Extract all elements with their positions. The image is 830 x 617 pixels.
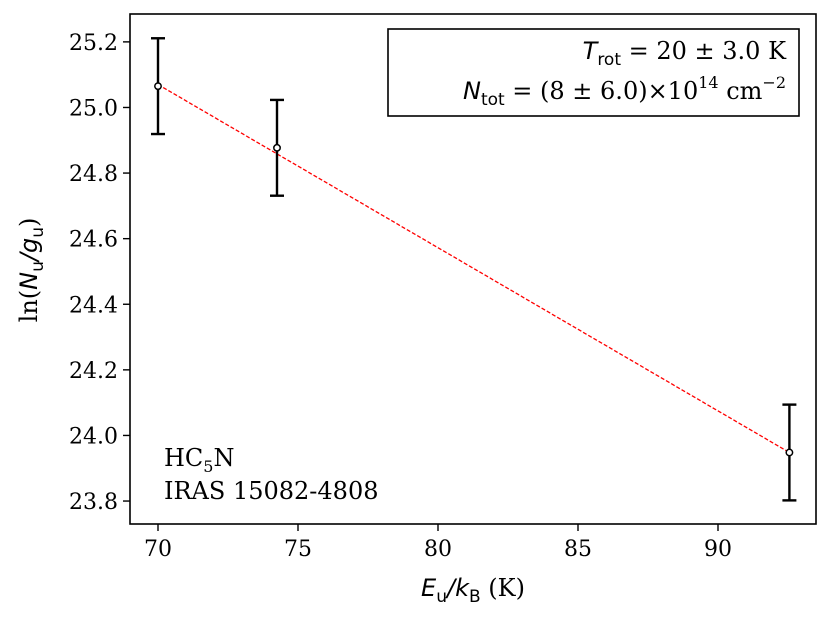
y-tick-label: 24.0	[69, 424, 118, 449]
legend-trot-symbol: T	[583, 37, 600, 65]
fit-line-group	[157, 83, 790, 454]
legend-ntot-value: = (8 ± 6.0)×10	[505, 77, 699, 105]
data-point	[785, 448, 794, 457]
y-tick-label: 25.0	[69, 96, 118, 121]
legend-trot-sub: rot	[597, 50, 621, 70]
fit-line	[157, 83, 790, 454]
x-tick-label: 80	[424, 537, 452, 562]
y-axis-label: ln(Nu/gu)	[15, 218, 48, 323]
legend: Trot = 20 ± 3.0 K Ntot = (8 ± 6.0)×1014 …	[387, 28, 800, 117]
ylabel-g-sub: u	[28, 227, 48, 238]
legend-line-ntot: Ntot = (8 ± 6.0)×1014 cm−2	[463, 73, 786, 110]
legend-ntot-unit-exp: −2	[762, 73, 786, 92]
x-tick-label: 75	[284, 537, 312, 562]
y-tick-label: 23.8	[69, 490, 118, 515]
x-axis-label: Eu/kB (K)	[421, 574, 525, 607]
legend-ntot-symbol: N	[463, 77, 481, 105]
legend-line-trot: Trot = 20 ± 3.0 K	[583, 37, 787, 70]
y-tick-label: 24.6	[69, 228, 118, 253]
legend-ntot-exp: 14	[698, 73, 718, 92]
legend-trot-value: = 20 ± 3.0 K	[621, 37, 787, 65]
y-tick-label: 24.2	[69, 359, 118, 384]
x-tick-label: 85	[564, 537, 592, 562]
xlabel-e: E	[421, 574, 437, 602]
molecule-sub: 5	[203, 457, 213, 476]
annotation-source: IRAS 15082-4808	[164, 477, 379, 505]
ylabel-close: )	[15, 218, 43, 227]
ylabel-g: g	[15, 238, 43, 253]
molecule-main: HC	[164, 444, 203, 472]
xlabel-unit: (K)	[481, 574, 525, 602]
ticks-group: 70 75 80 85 90 23.8 24.0 24.2 24.4 24.6 24.8 25.0 25…	[69, 31, 732, 562]
annotation: HC5N IRAS 15082-4808	[164, 444, 379, 505]
x-tick-label: 90	[704, 537, 732, 562]
data-point	[273, 143, 281, 152]
plot-frame	[129, 13, 817, 525]
annotation-molecule: HC5N	[164, 444, 234, 476]
molecule-end: N	[213, 444, 234, 472]
ylabel-n-sub: u	[28, 261, 48, 272]
data-points-group	[151, 37, 797, 502]
data-point	[154, 82, 162, 91]
xlabel-e-sub: u	[436, 587, 447, 607]
ylabel-n: N	[15, 272, 43, 290]
legend-ntot-unit: cm	[719, 77, 763, 105]
x-tick-label: 70	[144, 537, 172, 562]
xlabel-slash: /	[445, 574, 458, 602]
xlabel-k: k	[455, 574, 470, 602]
legend-ntot-sub: tot	[481, 90, 505, 110]
ylabel-ln: ln(	[15, 290, 43, 323]
ylabel-slash: /	[15, 250, 43, 263]
xlabel-k-sub: B	[469, 587, 481, 607]
legend-box	[387, 28, 800, 117]
y-tick-label: 25.2	[69, 31, 118, 56]
y-tick-label: 24.4	[69, 293, 118, 318]
y-tick-label: 24.8	[69, 162, 118, 187]
